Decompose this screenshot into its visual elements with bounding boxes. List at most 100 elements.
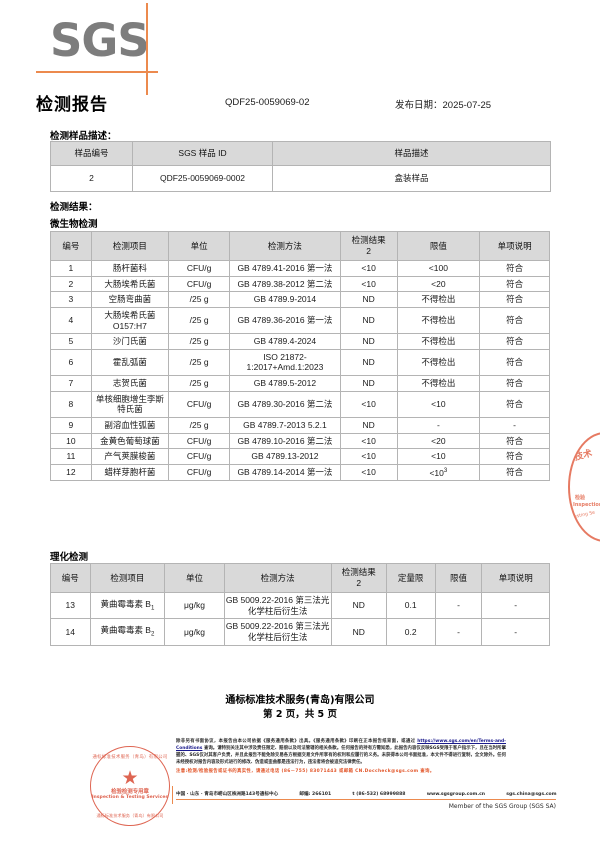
cell-limit: 不得检出 [396,291,481,308]
cell-limit: <20 [396,275,481,293]
cell-unit: /25 g [168,375,231,392]
cell-loq: 0.2 [385,618,436,646]
cell-test-result: ND [339,348,398,377]
seal-chinese-text: 检验检测专用章 [111,789,149,795]
col-test-result: 检测结果 2 [330,563,387,593]
cell-conclusion: 符合 [479,275,550,293]
footer-page-info: 第 2 页，共 5 页 [263,709,337,720]
cell-unit: μg/kg [164,618,225,646]
cell-test-item: 大肠埃希氏菌 [90,275,170,293]
col-no: 编号 [50,563,91,593]
cell-unit: CFU/g [168,390,231,418]
cell-test-method: GB 4789.10-2016 第二法 [229,432,341,450]
seal-arc-top-text: 通标标准技术服务（青岛）有限公司 [92,755,168,760]
table-row: 9 副溶血性弧菌/25 g GB 4789.7-2013 5.2.1 ND - - [50,416,550,434]
website-text[interactable]: www.sgsgroup.com.cn [426,792,486,797]
cell-limit: 不得检出 [396,375,481,392]
col-test-result-line1: 检测结果 [341,567,376,578]
col-sgs-sample-id: SGS 样品 ID [132,141,273,166]
cell-test-result: <10 [339,463,398,482]
footer-address-bar: 中国 · 山东 · 青岛市崂山区株洲路143号通标中心 邮编: 266101 t… [176,791,556,797]
table-row: 13 黄曲霉毒素 B1 μg/kg GB 5009.22-2016 第三法光化学柱后衍… [50,591,550,620]
physchem-table-body: 13 黄曲霉毒素 B1 μg/kg GB 5009.22-2016 第三法光化学柱后衍… [50,591,550,646]
col-conclusion: 单项说明 [479,231,550,261]
col-conclusion: 单项说明 [481,563,550,593]
logo-horizontal-rule [36,71,158,73]
cell-test-result: ND [330,618,387,646]
cell-test-result: ND [339,306,398,335]
cell-limit: - [434,591,483,620]
cell-test-method: GB 5009.22-2016 第三法光化学柱后衍生法 [223,618,332,646]
cell-unit: CFU/g [168,275,231,293]
cell-test-item: 蜡样芽胞杆菌 [90,463,170,482]
seal-arc-bottom-text: 通标标准技术服务（青岛）有限公司 [96,813,164,818]
table-row: 8 单核细胞增生李斯特氏菌 CFU/g GB 4789.30-2016 第二法 <10 <… [50,390,550,418]
cell-no: 14 [50,618,91,646]
col-limit: 限值 [396,231,481,261]
table-row: 12 蜡样芽胞杆菌 CFU/g GB 4789.14-2014 第一法 <10 <103 符… [50,463,550,482]
cell-test-method: GB 4789.9-2014 [229,291,341,308]
cell-conclusion: 符合 [479,333,550,350]
seal-english-text: Inspection & Testing Services [91,795,169,800]
page-title: 检测报告 [36,95,108,115]
table-row: 7 志贺氏菌/25 g GB 4789.5-2012 ND 不得检出 符合 [50,375,550,392]
table-row: 1 肠杆菌科 CFU/g GB 4789.41-2016 第一法 <10 <100 符合 [50,260,550,277]
cell-limit: 不得检出 [396,333,481,350]
col-test-method: 检测方法 [229,231,341,261]
cell-test-item: 肠杆菌科 [90,260,170,277]
cell-conclusion: - [481,618,550,646]
cell-test-item: 空肠弯曲菌 [90,291,170,308]
sgs-logo: SGS [36,3,170,95]
cell-unit: /25 g [168,348,231,377]
cell-conclusion: 符合 [479,375,550,392]
results-label: 检测结果： [50,202,98,213]
cell-test-result: <10 [339,390,398,418]
inspection-seal-stamp: 通标标准技术服务（青岛）有限公司 ★ 检验检测专用章 Inspection & … [90,746,170,826]
legal-disclaimer: 除非另有书面协议，本报告由本公司依据《服务通用条款》出具。《服务通用条款》印刷在… [176,738,506,775]
cell-test-result: ND [339,375,398,392]
cell-no: 10 [50,432,92,450]
cell-unit: /25 g [168,306,231,335]
table-row: 2 大肠埃希氏菌 CFU/g GB 4789.38-2012 第二法 <10 <20 符合 [50,275,550,293]
cell-test-result: <10 [339,260,398,277]
cell-no: 8 [50,390,92,418]
microbiology-results-table: 编号 检测项目 单位 检测方法 检测结果 2 限值 单项说明 1 肠杆菌科 CFU/… [50,231,550,482]
cell-sample-desc: 盒装样品 [272,165,551,192]
table-header-row: 样品编号 SGS 样品 ID 样品描述 [50,141,551,166]
cell-limit: - [396,416,481,434]
col-sample-desc: 样品描述 [272,141,551,166]
edge-seal-testing: Testing Se [571,510,596,521]
cell-test-method: ISO 21872-1:2017+Amd.1:2023 [229,348,341,377]
cell-no: 7 [50,375,92,392]
microbiology-table-body: 1 肠杆菌科 CFU/g GB 4789.41-2016 第一法 <10 <100 符合 2 大… [50,260,550,482]
cell-no: 3 [50,291,92,308]
table-row: 10 金黄色葡萄球菌 CFU/g GB 4789.10-2016 第二法 <10 <20 符… [50,432,550,450]
cell-test-method: GB 4789.38-2012 第二法 [229,275,341,293]
cell-unit: CFU/g [168,463,231,482]
cell-unit: /25 g [168,291,231,308]
cell-no: 5 [50,333,92,350]
table-row: 6 霍乱弧菌/25 g ISO 21872-1:2017+Amd.1:2023 ND 不… [50,348,550,377]
cell-test-result: ND [339,291,398,308]
cell-unit: CFU/g [168,260,231,277]
col-loq: 定量限 [385,563,436,593]
star-icon: ★ [121,768,139,789]
col-unit: 单位 [168,231,231,261]
cell-unit: μg/kg [164,591,225,620]
cell-conclusion: 符合 [479,390,550,418]
cell-unit: /25 g [168,416,231,434]
col-sample-no: 样品编号 [50,141,133,166]
col-test-method: 检测方法 [223,563,332,593]
email-text[interactable]: sgs.china@sgs.com [506,792,557,797]
cell-no: 13 [50,591,91,620]
postcode-text: 邮编: 266101 [299,792,332,797]
cell-test-result: ND [339,416,398,434]
cell-test-method: GB 4789.14-2014 第一法 [229,463,341,482]
terms-and-conditions-link[interactable]: https://www.sgs.com/en/Terms-and-Conditi… [176,739,506,752]
cell-test-item: 单核细胞增生李斯特氏菌 [90,390,170,418]
table-row: 4 大肠埃希氏菌 O157:H7/25 g GB 4789.36-2016 第一法 N… [50,306,550,335]
legal-attention-text: 注意:检测/检验报告或证书的真实性，请通过电话 (86－755) 8307144… [176,768,435,774]
cell-test-method: GB 4789.13-2012 [229,448,341,465]
cell-conclusion: 符合 [479,432,550,450]
